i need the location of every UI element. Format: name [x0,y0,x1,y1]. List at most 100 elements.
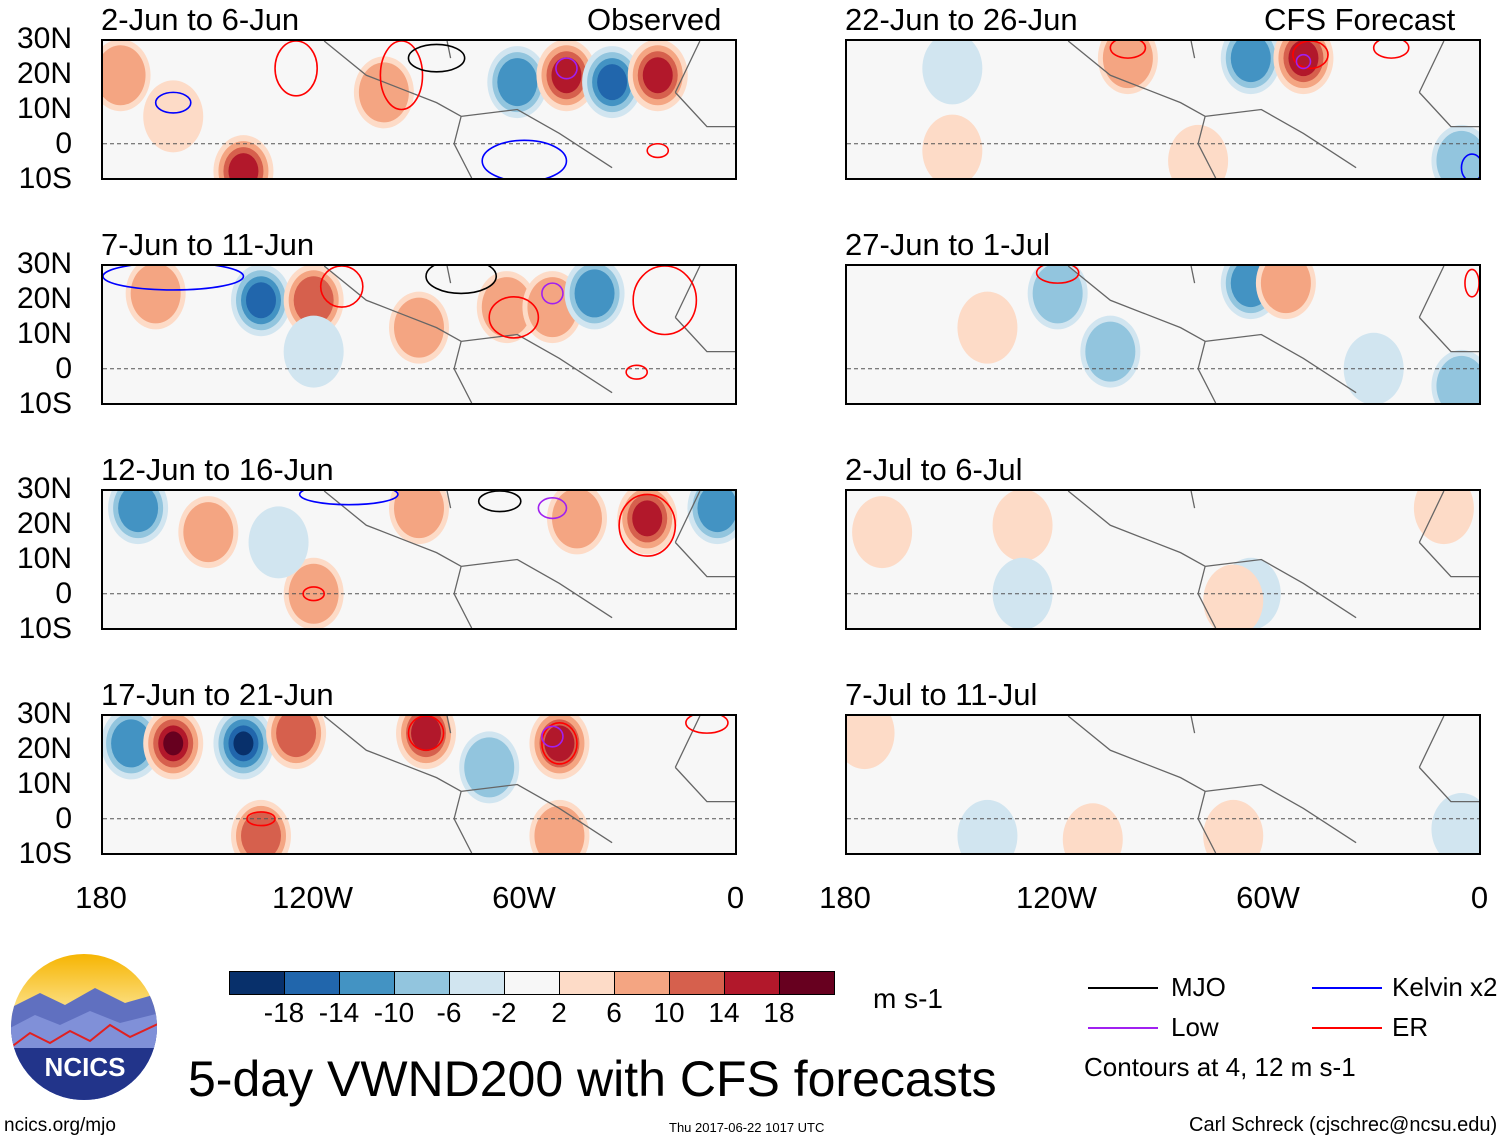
panel-title: 2-Jul to 6-Jul [845,452,1023,487]
mjo-contour [425,266,498,295]
low-contour [555,57,578,80]
anomaly-shading [130,266,181,324]
lat-label: 10S [18,162,72,195]
anomaly-shading [276,716,317,758]
anomaly-shading [394,491,444,539]
anomaly-shading [1288,41,1319,77]
kelvin-contour [481,139,568,178]
lat-label: 10N [16,92,72,125]
anomaly-shading [1168,124,1229,178]
coastline [323,266,735,403]
anomaly-shading [1260,266,1311,314]
colorbar-swatch [340,972,395,994]
anomaly-shading [551,57,582,94]
anomaly-shading [283,315,344,388]
er-legend-line [1312,1027,1382,1029]
colorbar-swatch [725,972,780,994]
lat-label: 20N [16,732,72,765]
kelvin-legend-line [1312,987,1382,989]
colorbar-tick-label: 18 [763,997,795,1028]
er-contour [246,811,276,827]
anomaly-shading [852,496,913,569]
colorbar-tick-label: 6 [606,997,622,1028]
low-contour [541,725,564,748]
colorbar-swatch [670,972,725,994]
mjo-contour [477,491,522,513]
anomaly-shading [248,506,309,579]
er-contour [1292,41,1329,70]
er-contour [1372,41,1410,59]
anomaly-shading [241,811,281,853]
lat-label: 0 [55,127,72,160]
anomaly-shading [697,491,735,533]
colorbar-tick-label: 2 [551,997,567,1028]
er-contour [302,586,325,602]
anomaly-shading [922,41,983,105]
author-credit: Carl Schreck (cjschrec@ncsu.edu) [1189,1114,1498,1136]
anomaly-shading [1436,130,1479,178]
lon-label: 0 [1470,880,1489,915]
anomaly-shading [103,45,146,106]
anomaly-shading [992,557,1053,628]
anomaly-shading [1032,266,1083,324]
contour-note: Contours at 4, 12 m s-1 [1084,1052,1356,1082]
anomaly-shading [632,500,663,537]
anomaly-shading [1413,491,1474,545]
er-contour [488,296,540,339]
lat-label: 0 [55,352,72,385]
er-contour [541,722,578,765]
kelvin-contour [103,266,245,291]
observed-label: Observed [587,2,722,37]
colorbar-tick-label: 10 [653,997,685,1028]
er-contour [685,716,729,734]
lat-label: 20N [16,57,72,90]
anomaly-shading [246,282,276,319]
kelvin-contour [298,491,399,506]
anomaly-shading [847,716,895,770]
map-panel [845,264,1481,405]
map-panel [845,714,1481,855]
lon-label: 180 [819,880,871,915]
kelvin-contour [154,91,192,114]
coastline [1067,716,1479,853]
low-contour [537,497,568,520]
lon-label: 180 [75,880,127,915]
anomaly-shading [143,80,204,153]
coastline [1067,41,1479,178]
lat-label: 30N [16,472,72,505]
anomaly-shading [957,799,1018,853]
panel-title: 12-Jun to 16-Jun [101,452,334,487]
colorbar-swatch [450,972,505,994]
low-legend-label: Low [1171,1012,1219,1042]
panel-title: 7-Jun to 11-Jun [101,227,315,262]
anomaly-shading [922,114,983,178]
anomaly-shading [1102,41,1153,89]
lat-label: 30N [16,22,72,55]
lat-label: 10S [18,837,72,870]
colorbar [229,971,835,995]
er-contour [646,142,670,159]
logo-text: NCICS [45,1052,126,1082]
lat-label: 20N [16,507,72,540]
anomaly-shading [1062,803,1123,853]
anomaly-shading [497,58,538,107]
colorbar-tick-label: -2 [491,997,517,1028]
colorbar-swatch [780,972,834,994]
colorbar-tick-label: -6 [436,997,462,1028]
panel-title: 7-Jul to 11-Jul [845,677,1038,712]
url-link[interactable]: ncics.org/mjo [4,1115,116,1136]
map-panel [845,39,1481,180]
anomaly-shading [574,269,615,318]
low-legend-line [1088,1027,1158,1029]
er-contour [319,266,364,308]
anomaly-shading [534,805,585,853]
lat-label: 20N [16,282,72,315]
anomaly-shading [1343,332,1404,403]
colorbar-tick-label: 14 [708,997,740,1028]
mjo-contour [407,43,466,73]
anomaly-shading [957,291,1018,364]
anomaly-shading [163,731,184,756]
panel-title: 22-Jun to 26-Jun [845,2,1078,37]
anomaly-shading [1085,321,1136,382]
map-panel [845,489,1481,630]
